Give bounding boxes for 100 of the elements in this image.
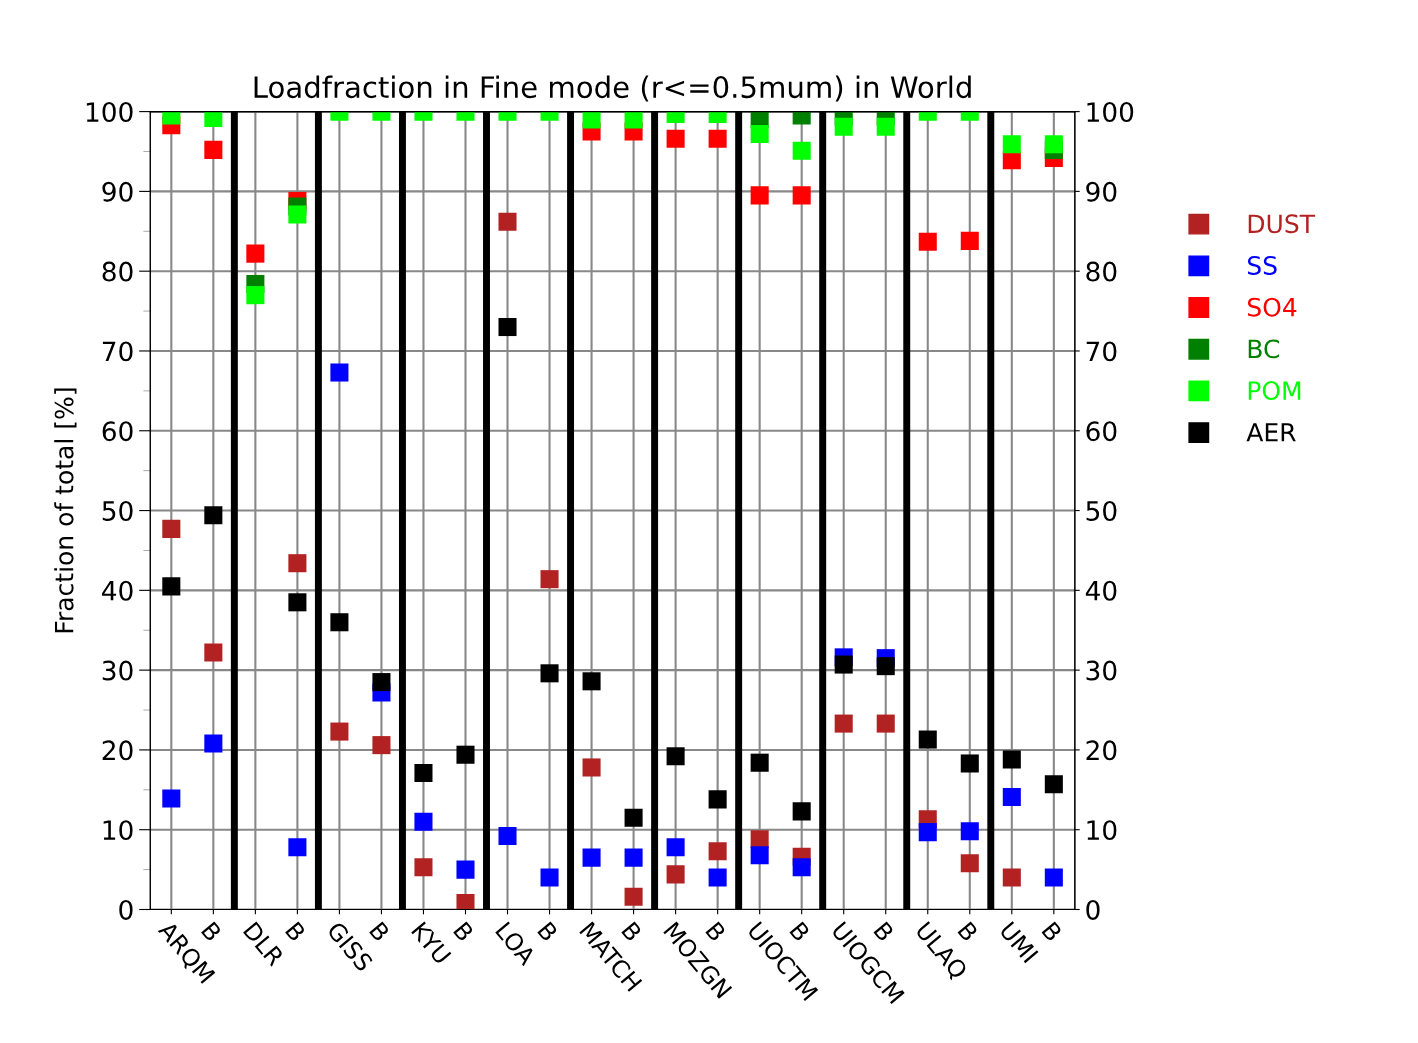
point [204,734,223,753]
point [624,808,643,827]
point [1044,775,1063,794]
y-tick-label: 0 [119,899,133,920]
x-tick-label: B [1041,921,1063,942]
point [204,140,223,159]
point [960,231,979,250]
point [750,124,769,143]
point [456,745,475,764]
point [288,593,307,612]
point [330,613,349,632]
y-axis-title: Fraction of total [%] [54,388,77,633]
y2-tick-label: 80 [1086,261,1117,282]
point [918,232,937,251]
point [1002,135,1021,154]
y-tick-label: 30 [102,660,133,681]
point [750,753,769,772]
x-tick-label: B [285,921,307,942]
point [162,519,181,538]
y-tick-label: 90 [102,181,133,202]
legend-label: BC [1248,339,1280,359]
point [876,117,895,136]
point [1002,750,1021,769]
point [834,117,853,136]
point [708,842,727,861]
y2-tick-label: 100 [1087,102,1134,122]
point [666,129,685,148]
point [414,812,433,831]
point [1044,135,1063,154]
y2-tick-label: 50 [1086,500,1117,521]
y-tick-label: 40 [102,580,133,601]
point [960,854,979,873]
point [876,714,895,733]
legend-label: DUST [1248,214,1316,234]
point [1002,868,1021,887]
point [666,865,685,884]
point [792,858,811,877]
point [162,789,181,808]
point [918,730,937,749]
point [288,205,307,224]
point [288,838,307,857]
chart-title: Loadfraction in Fine mode (r<=0.5mum) in World [254,75,971,102]
point [708,129,727,148]
y2-tick-label: 0 [1086,899,1100,920]
point [624,111,643,129]
point [708,790,727,809]
point [372,736,391,755]
point [666,838,685,857]
point [582,672,601,691]
point [414,764,433,783]
point [204,506,223,525]
point [372,673,391,692]
point [246,286,265,305]
y2-tick-label: 10 [1087,820,1117,841]
legend-label: SO4 [1247,297,1297,317]
point [498,318,517,337]
x-tick-label: B [453,921,475,942]
legend-label: AER [1246,423,1296,442]
point [708,868,727,887]
legend-label: SS [1247,256,1277,275]
point [1044,868,1063,887]
point [960,754,979,773]
y2-tick-label: 30 [1086,660,1117,681]
y-tick-label: 20 [102,740,133,761]
point [204,111,223,128]
point [876,657,895,676]
point [162,577,181,596]
point [750,186,769,205]
point [288,554,307,573]
point [582,111,601,129]
point [1002,787,1021,807]
point [246,244,265,263]
point [330,363,349,382]
y-tick-label: 80 [102,261,133,282]
point [540,570,559,589]
y-tick-label: 50 [102,500,133,521]
y2-tick-label: 60 [1086,421,1117,442]
point [624,848,643,867]
point [498,212,517,231]
point [792,186,811,205]
point [414,858,433,877]
point [834,655,853,674]
x-tick-label: B [537,921,559,942]
point [456,894,475,910]
point [330,722,349,741]
y-tick-label: 100 [86,102,133,122]
point [624,887,643,906]
point [582,758,601,777]
point [540,868,559,887]
point [456,860,475,879]
y-tick-label: 10 [103,820,133,841]
point [582,848,601,867]
point [750,846,769,865]
point [498,827,517,846]
y2-tick-label: 90 [1086,181,1117,202]
point [792,141,811,160]
point [540,664,559,683]
point [666,747,685,766]
y2-tick-label: 70 [1086,341,1117,362]
y-tick-label: 60 [102,421,133,442]
